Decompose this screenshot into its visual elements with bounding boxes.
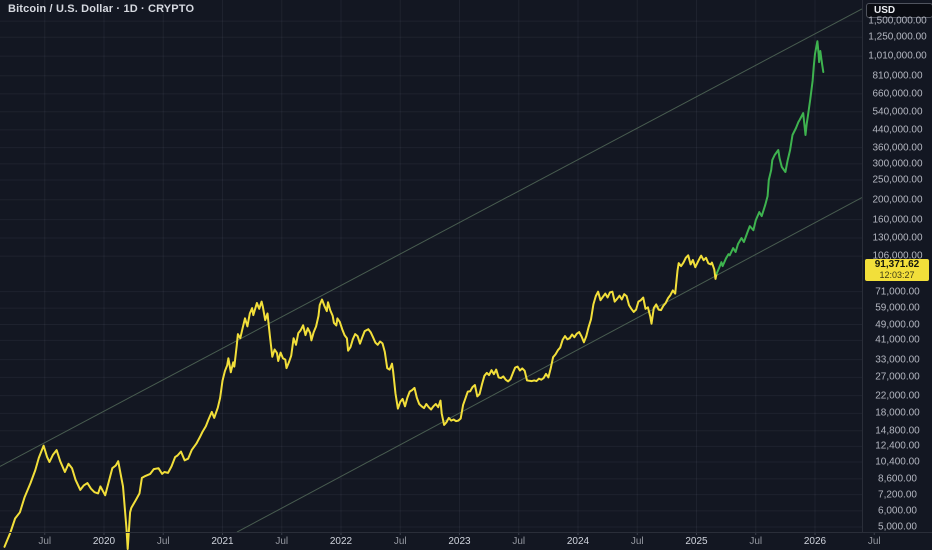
price-tick-label: 1,010,000.00 [868, 50, 927, 62]
price-tick-label: 33,000.00 [875, 354, 920, 366]
time-tick-label-jul: Jul [630, 536, 644, 547]
time-tick-label-2024: 2024 [566, 536, 590, 547]
price-tick-label: 540,000.00 [872, 106, 923, 118]
time-tick-label-jul: Jul [38, 536, 52, 547]
price-tick-label: 27,000.00 [875, 371, 920, 383]
price-axis[interactable]: USD 91,371.62 12:03:27 1,500,000.00 1,250… [862, 0, 932, 533]
price-tick-label: 660,000.00 [872, 88, 923, 100]
time-tick-label-2023: 2023 [448, 536, 471, 547]
current-price-label: 91,371.62 12:03:27 [865, 259, 929, 282]
price-tick-label: 6,000.00 [878, 505, 917, 517]
price-tick-label: 41,000.00 [875, 334, 920, 346]
price-tick-label: 10,400.00 [875, 456, 920, 468]
time-tick-label-jul: Jul [867, 536, 881, 547]
symbol-title[interactable]: Bitcoin / U.S. Dollar · 1D · CRYPTO [8, 3, 195, 15]
price-tick-label: 200,000.00 [872, 194, 923, 206]
price-tick-label: 49,000.00 [875, 319, 920, 331]
price-projection-line [715, 40, 825, 275]
current-price-value: 91,371.62 [874, 259, 920, 271]
time-tick-label-jul: Jul [393, 536, 407, 547]
price-tick-label: 12,400.00 [875, 440, 920, 452]
price-tick-label: 130,000.00 [872, 232, 923, 244]
price-tick-label: 360,000.00 [872, 142, 923, 154]
currency-toggle-badge[interactable]: USD [866, 3, 932, 18]
time-tick-label-jul: Jul [275, 536, 289, 547]
time-tick-label-2026: 2026 [803, 536, 827, 547]
price-tick-label: 810,000.00 [872, 70, 923, 82]
price-tick-label: 1,250,000.00 [868, 31, 927, 43]
time-tick-label-2020: 2020 [92, 536, 116, 547]
price-tick-label: 1,500,000.00 [868, 15, 927, 27]
price-tick-label: 250,000.00 [872, 174, 923, 186]
price-tick-label: 300,000.00 [872, 158, 923, 170]
price-history-line [3, 254, 718, 550]
time-tick-label-jul: Jul [156, 536, 170, 547]
price-tick-label: 14,800.00 [875, 425, 920, 437]
bar-close-countdown: 12:03:27 [879, 270, 915, 281]
price-tick-label: 160,000.00 [872, 214, 923, 226]
time-axis[interactable]: Jul 2020 Jul 2021 Jul 2022 Jul 2023 Jul 2024 Jul 20… [0, 532, 932, 550]
price-tick-label: 18,000.00 [875, 407, 920, 419]
time-tick-label-2021: 2021 [211, 536, 234, 547]
price-tick-label: 22,000.00 [875, 390, 920, 402]
price-tick-label: 8,600.00 [878, 473, 917, 485]
time-tick-label-jul: Jul [749, 536, 763, 547]
lower-channel-line[interactable] [236, 197, 863, 533]
price-tick-label: 71,000.00 [875, 286, 920, 298]
upper-channel-line[interactable] [0, 8, 863, 467]
time-tick-label-2022: 2022 [329, 536, 353, 547]
price-tick-label: 440,000.00 [872, 124, 923, 136]
price-tick-label: 59,000.00 [875, 302, 920, 314]
price-tick-label: 7,200.00 [878, 489, 917, 501]
time-tick-label-2025: 2025 [685, 536, 708, 547]
price-tick-label: 5,000.00 [878, 521, 917, 533]
time-tick-label-jul: Jul [512, 536, 526, 547]
price-tick-label: 106,000.00 [872, 250, 923, 262]
